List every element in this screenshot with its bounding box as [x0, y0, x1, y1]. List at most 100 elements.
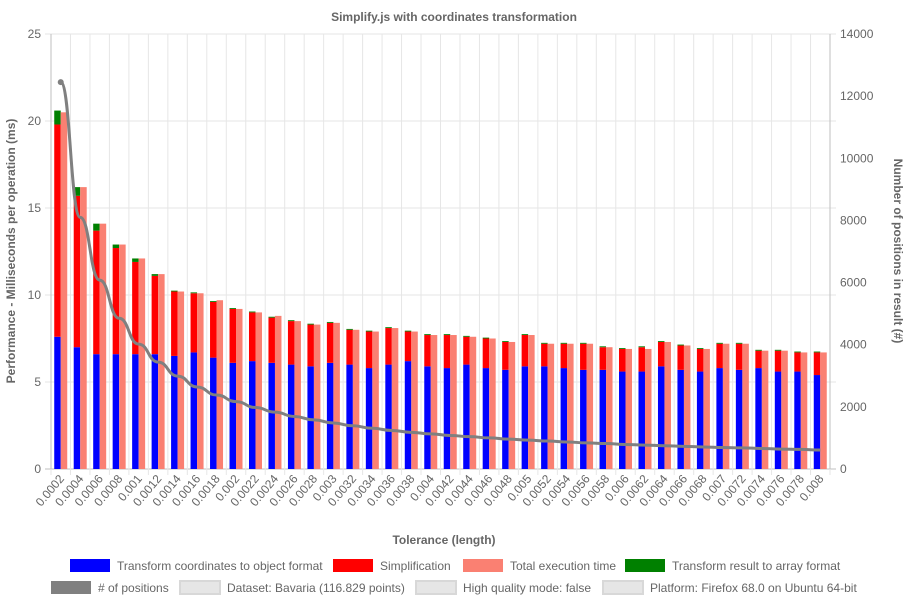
bar-simplification — [580, 343, 587, 370]
bar-total-execution-time — [60, 112, 68, 470]
y-tick-label: 0 — [34, 462, 41, 476]
bar-transform-coordinates-to-object-format — [677, 369, 684, 469]
bar-transform-result-to-array-format — [229, 308, 237, 309]
legend-info-item[interactable]: Platform: Firefox 68.0 on Ubuntu 64-bit — [602, 580, 857, 595]
bar-total-execution-time — [683, 345, 691, 469]
bar-transform-coordinates-to-object-format — [638, 371, 645, 469]
legend-item-label: Transform coordinates to object format — [117, 559, 323, 573]
y2-tick-label: 12000 — [840, 89, 874, 103]
y2-tick-label: 0 — [840, 462, 847, 476]
bar-transform-result-to-array-format — [735, 342, 743, 344]
bar-transform-result-to-array-format — [774, 349, 782, 351]
bar-transform-result-to-array-format — [580, 342, 587, 344]
bar-transform-coordinates-to-object-format — [210, 357, 217, 469]
bar-transform-result-to-array-format — [365, 330, 373, 332]
bar-transform-coordinates-to-object-format — [482, 368, 490, 469]
y-tick-label: 10 — [28, 288, 42, 302]
bar-transform-result-to-array-format — [599, 346, 607, 348]
bar-transform-result-to-array-format — [210, 301, 217, 302]
bar-transform-result-to-array-format — [73, 187, 81, 196]
bar-transform-coordinates-to-object-format — [696, 371, 704, 469]
bar-total-execution-time — [236, 308, 243, 469]
bar-transform-coordinates-to-object-format — [657, 366, 665, 469]
bar-transform-result-to-array-format — [326, 321, 334, 323]
bar-transform-coordinates-to-object-format — [229, 362, 237, 469]
bar-total-execution-time — [294, 321, 301, 469]
bar-simplification — [190, 293, 198, 353]
legend-info-item-label: High quality mode: false — [463, 581, 591, 595]
bar-simplification — [385, 328, 392, 365]
bar-simplification — [735, 343, 743, 370]
bar-transform-result-to-array-format — [171, 290, 178, 292]
bar-total-execution-time — [333, 322, 340, 469]
legend-item[interactable]: Simplification — [333, 559, 451, 573]
bar-simplification — [365, 331, 373, 369]
bar-simplification — [619, 348, 626, 372]
legend-info-item-label: Platform: Firefox 68.0 on Ubuntu 64-bit — [650, 581, 857, 595]
bar-transform-coordinates-to-object-format — [443, 368, 451, 469]
y2-axis-title: Number of positions in result (#) — [891, 159, 905, 344]
bar-total-execution-time — [391, 328, 399, 469]
legend[interactable]: Transform coordinates to object format Si… — [51, 559, 857, 595]
legend-item[interactable]: # of positions — [51, 581, 169, 595]
positions-line — [59, 80, 821, 452]
bar-simplification — [599, 347, 607, 370]
bar-transform-coordinates-to-object-format — [502, 369, 509, 469]
bar-simplification — [560, 343, 568, 369]
bar-transform-result-to-array-format — [677, 344, 684, 346]
legend-info-item-label: Dataset: Bavaria (116.829 points) — [227, 581, 405, 595]
bar-transform-coordinates-to-object-format — [346, 364, 353, 469]
bar-transform-coordinates-to-object-format — [794, 371, 801, 469]
bar-transform-coordinates-to-object-format — [112, 354, 120, 469]
bar-simplification — [326, 322, 334, 363]
bar-total-execution-time — [216, 300, 224, 469]
bar-simplification — [268, 317, 275, 363]
legend-item[interactable]: Transform coordinates to object format — [70, 559, 323, 573]
bar-transform-coordinates-to-object-format — [268, 362, 275, 469]
bar-transform-result-to-array-format — [638, 346, 645, 348]
bar-total-execution-time — [742, 343, 749, 469]
bar-simplification — [657, 341, 665, 367]
y2-tick-label: 4000 — [840, 338, 867, 352]
bar-simplification — [248, 312, 256, 362]
bar-total-execution-time — [567, 343, 574, 469]
bar-transform-coordinates-to-object-format — [716, 368, 723, 469]
bar-simplification — [541, 343, 548, 367]
bar-simplification — [93, 230, 100, 355]
bar-total-execution-time — [800, 352, 808, 469]
legend-item[interactable]: Transform result to array format — [625, 559, 841, 573]
legend-info-item[interactable]: Dataset: Bavaria (116.829 points) — [179, 580, 405, 595]
legend-item-label: Total execution time — [510, 559, 616, 573]
bar-transform-result-to-array-format — [813, 351, 821, 353]
bar-simplification — [229, 308, 237, 363]
bar-total-execution-time — [313, 324, 321, 469]
bar-transform-coordinates-to-object-format — [521, 366, 529, 469]
left-axis-ticks: 0 5 10 15 20 25 — [28, 27, 42, 476]
bar-transform-result-to-array-format — [619, 348, 626, 349]
bar-transform-result-to-array-format — [755, 349, 762, 351]
bar-total-execution-time — [820, 352, 827, 469]
bar-transform-result-to-array-format — [287, 320, 295, 322]
legend-item[interactable]: Total execution time — [463, 559, 616, 573]
legend-info-item[interactable]: High quality mode: false — [415, 580, 591, 595]
bar-simplification — [794, 352, 801, 372]
bar-transform-result-to-array-format — [716, 342, 723, 344]
bar-simplification — [307, 324, 314, 367]
bar-total-execution-time — [430, 335, 438, 469]
bar-transform-result-to-array-format — [482, 337, 490, 339]
bar-transform-result-to-array-format — [443, 334, 451, 336]
bar-transform-result-to-array-format — [657, 341, 665, 342]
bar-total-execution-time — [761, 350, 769, 469]
bar-transform-coordinates-to-object-format — [580, 369, 587, 469]
bar-total-execution-time — [197, 293, 204, 469]
bar-simplification — [346, 329, 353, 365]
bar-simplification — [502, 341, 509, 370]
legend-item-swatch — [51, 581, 91, 594]
bar-simplification — [755, 350, 762, 369]
y-axis-title: Performance - Milliseconds per operation… — [4, 119, 18, 384]
bar-transform-result-to-array-format — [346, 328, 353, 330]
bar-simplification — [482, 338, 490, 369]
bar-total-execution-time — [138, 258, 146, 469]
x-axis-title: Tolerance (length) — [392, 533, 495, 547]
